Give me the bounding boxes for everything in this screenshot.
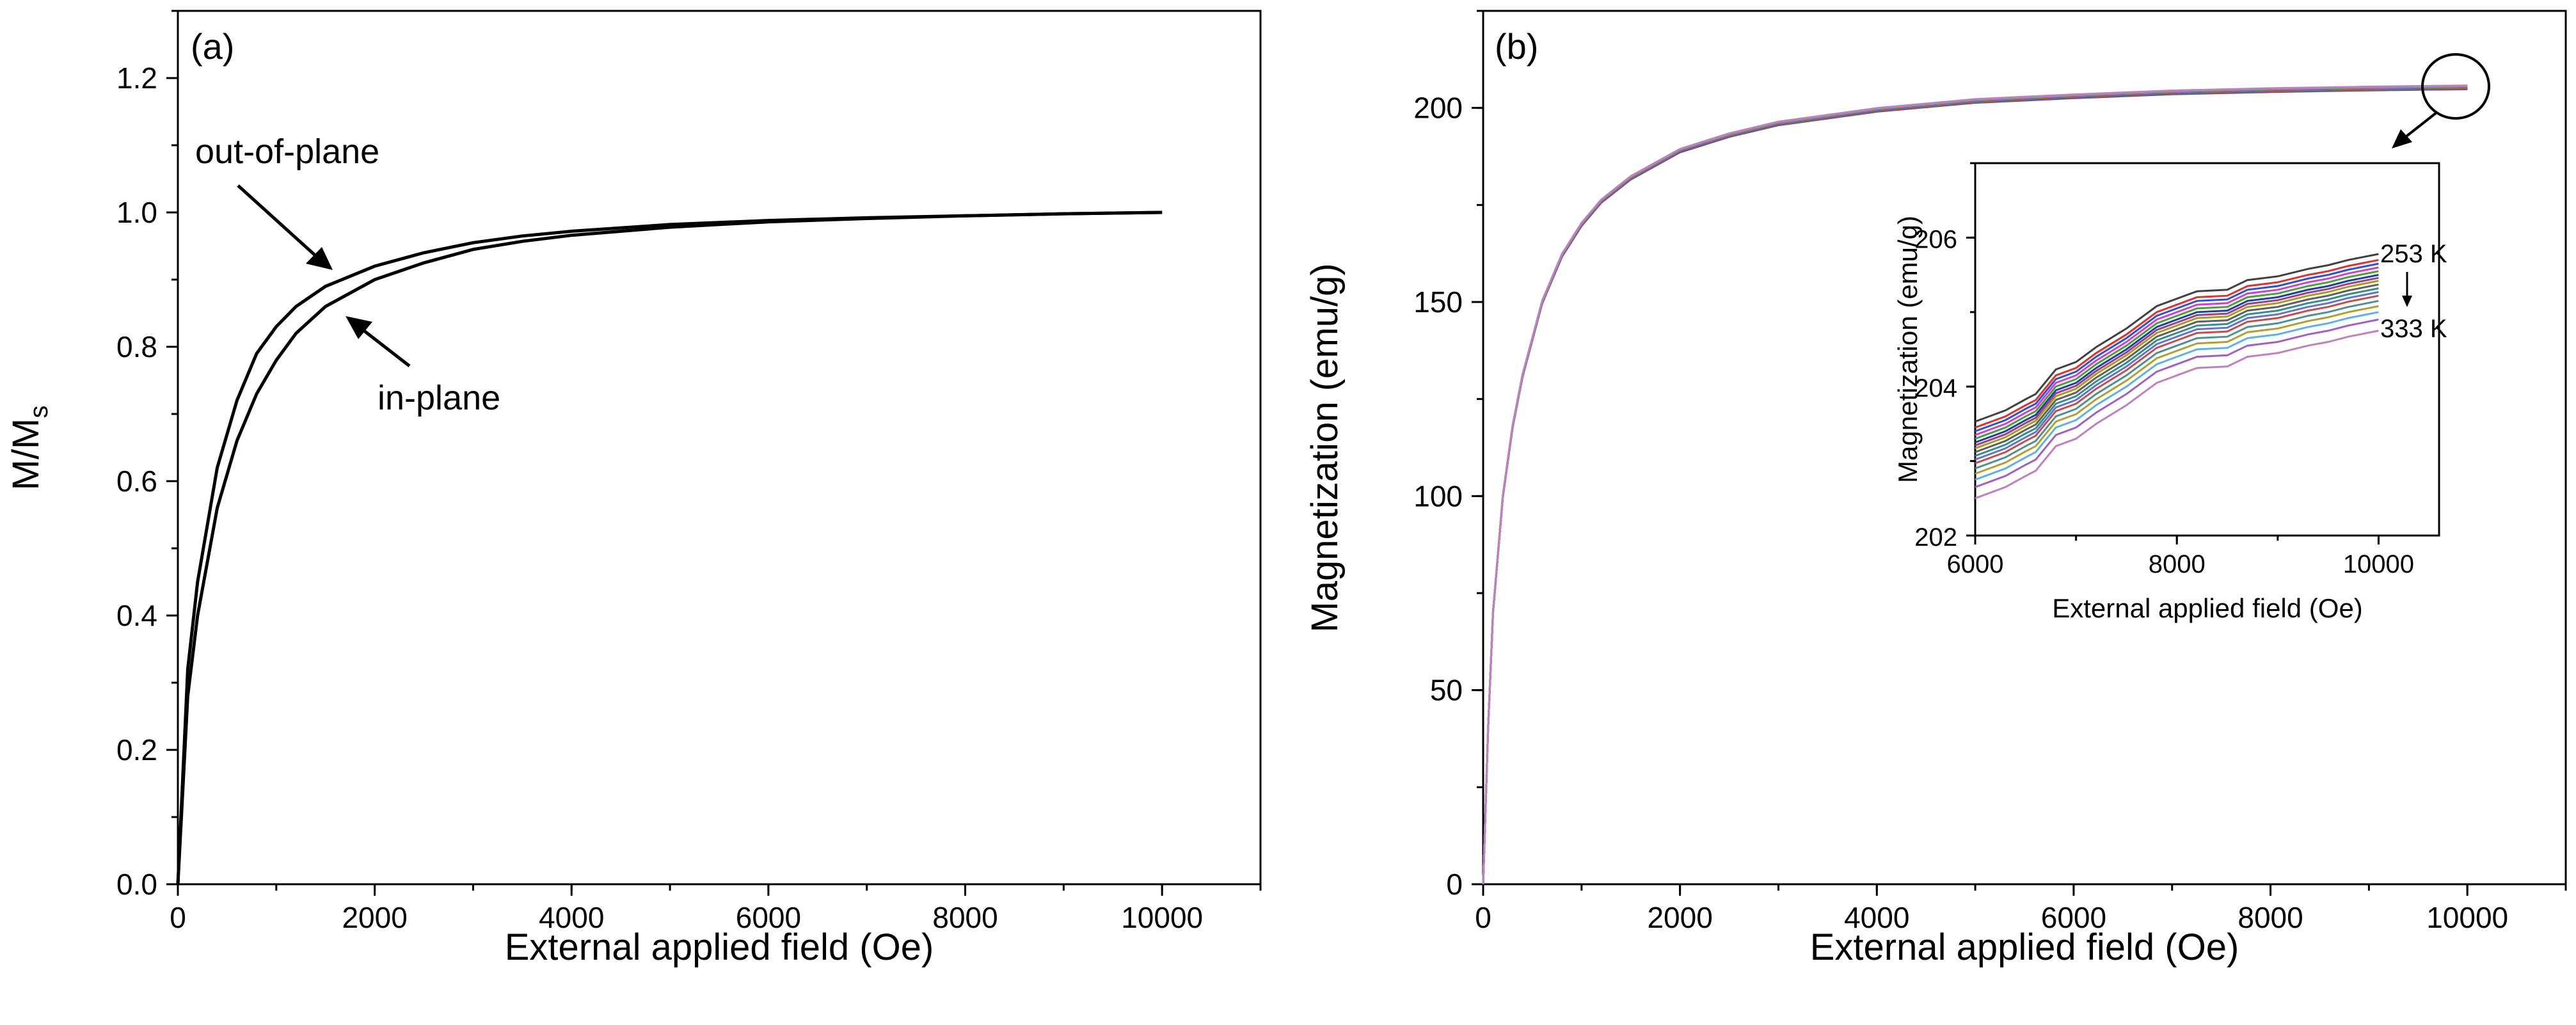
inset-label-333k: 333 K — [2380, 315, 2447, 343]
inset-label-253k: 253 K — [2380, 240, 2447, 268]
panel-b-xtick-label: 0 — [1475, 901, 1491, 934]
inset-x-title: External applied field (Oe) — [2052, 593, 2363, 623]
panel-a-ytick-label: 0.0 — [116, 868, 157, 901]
panel-a-y-title-main: M/M — [5, 418, 47, 491]
panel-b-series — [1482, 84, 2468, 885]
inset: 6000 8000 10000 202 204 206 External applied … — [1893, 162, 2447, 623]
panel-b-xtick-label: 6000 — [2041, 901, 2106, 934]
inset-series-318K — [1975, 305, 2379, 475]
panel-b-x-title: External applied field (Oe) — [1810, 926, 2239, 968]
panel-a-ytick-label: 0.2 — [116, 733, 157, 767]
inset-series-283K — [1975, 276, 2379, 447]
inset-series-298K — [1975, 287, 2379, 457]
inset-xtick-label: 8000 — [2149, 550, 2206, 578]
panel-a-xtick-label: 10000 — [1121, 901, 1203, 934]
inset-series-253K — [1975, 253, 2379, 423]
inset-xtick-label: 6000 — [1947, 550, 2004, 578]
inset-temp-arrowhead — [2402, 296, 2412, 307]
inset-series-278K — [1975, 274, 2379, 443]
annot-in-plane-arrow — [357, 325, 411, 367]
panel-b-ytick-label: 50 — [1430, 674, 1463, 707]
inset-series-288K — [1975, 280, 2379, 450]
panel-a-y-title: M/Ms — [5, 406, 53, 491]
panel-b-ytick-label: 0 — [1446, 868, 1463, 901]
panel-b-y-title: Magnetization (emu/g) — [1304, 263, 1346, 632]
panel-a-label: (a) — [191, 26, 234, 67]
panel-b-xtick-label: 10000 — [2426, 901, 2508, 934]
inset-ytick-label: 202 — [1914, 523, 1957, 552]
panel-a-xtick-label: 8000 — [932, 901, 998, 934]
inset-series-328K — [1975, 318, 2379, 488]
panel-a-ticks: 0 2000 4000 6000 8000 10000 0.0 0.2 0.4 0.6 0.8 1.0… — [116, 10, 1262, 934]
inset-ytick-label: 206 — [1914, 225, 1957, 253]
panel-a-ytick-label: 0.6 — [116, 465, 157, 498]
zoom-circle — [2421, 53, 2490, 120]
inset-ytick-label: 204 — [1914, 374, 1957, 402]
zoom-arrowhead — [2392, 129, 2412, 148]
annot-out-of-plane: out-of-plane — [195, 132, 379, 171]
panel-b-ytick-label: 150 — [1413, 285, 1463, 319]
panel-a-x-title: External applied field (Oe) — [505, 926, 934, 968]
panel-b-xtick-label: 2000 — [1647, 901, 1712, 934]
series-out-of-plane — [176, 211, 1163, 885]
panel-a-ytick-label: 1.0 — [116, 196, 157, 229]
panel-a-xtick-label: 0 — [170, 901, 186, 934]
panel-a-xtick-label: 2000 — [342, 901, 407, 934]
inset-y-title: Magnetization (emu/g) — [1893, 216, 1923, 483]
inset-series-258K — [1975, 258, 2379, 429]
inset-ticks: 6000 8000 10000 202 204 206 — [1914, 162, 2414, 578]
panel-b-ticks: 0 2000 4000 6000 8000 10000 0 50 100 150 200 — [1413, 10, 2567, 934]
panel-b-ytick-label: 100 — [1413, 479, 1463, 512]
annot-out-of-plane-arrow — [237, 184, 320, 260]
panel-a-xtick-label: 4000 — [539, 901, 604, 934]
panel-a-ytick-label: 1.2 — [116, 61, 157, 95]
panel-a-ytick-label: 0.8 — [116, 330, 157, 363]
panel-a: 0 2000 4000 6000 8000 10000 0.0 0.2 0.4 0.6 0.8 1.0… — [5, 10, 1262, 968]
panel-b: 0 2000 4000 6000 8000 10000 0 50 100 150 200 (b) E… — [1304, 10, 2567, 968]
inset-series-333K — [1975, 330, 2379, 500]
inset-series — [1975, 253, 2379, 500]
inset-series-303K — [1975, 290, 2379, 461]
inset-series-313K — [1975, 299, 2379, 470]
panel-b-ytick-label: 200 — [1413, 91, 1463, 125]
inset-series-293K — [1975, 283, 2379, 454]
annot-in-plane-arrowhead — [346, 316, 372, 339]
inset-series-268K — [1975, 266, 2379, 436]
inset-series-323K — [1975, 311, 2379, 481]
series-in-plane — [176, 211, 1163, 885]
panel-b-frame — [1482, 10, 2567, 886]
inset-series-308K — [1975, 294, 2379, 465]
annot-out-of-plane-arrowhead — [306, 247, 333, 270]
series-b-16 — [1482, 84, 2468, 885]
panel-b-label: (b) — [1495, 26, 1538, 67]
inset-series-263K — [1975, 262, 2379, 433]
annot-in-plane: in-plane — [378, 379, 500, 417]
panel-a-xtick-label: 6000 — [736, 901, 801, 934]
panel-b-xtick-label: 8000 — [2238, 901, 2303, 934]
panel-a-series — [176, 211, 1163, 885]
inset-series-273K — [1975, 270, 2379, 440]
inset-xtick-label: 10000 — [2343, 550, 2414, 578]
inset-frame — [1974, 162, 2440, 537]
panel-a-ytick-label: 0.4 — [116, 599, 157, 632]
panel-a-y-title-sub: s — [25, 406, 53, 418]
panel-b-xtick-label: 4000 — [1844, 901, 1909, 934]
panel-a-frame — [177, 10, 1262, 886]
